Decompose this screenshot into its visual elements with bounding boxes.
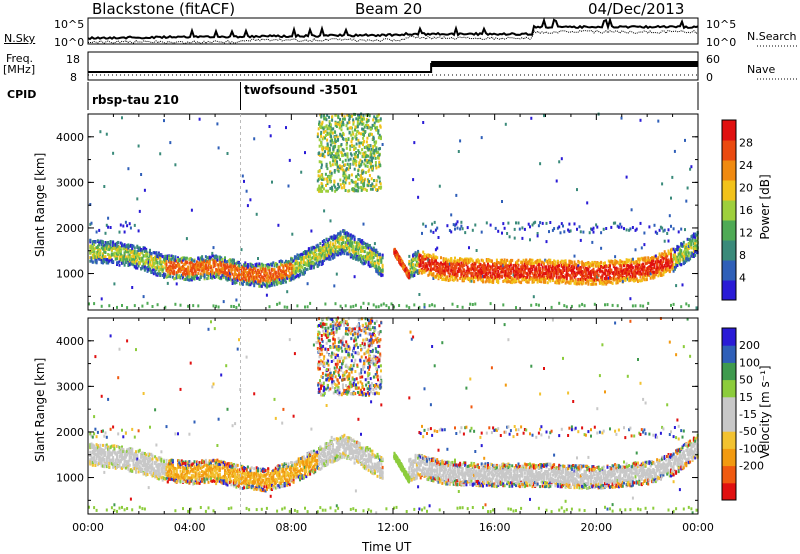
velocity-colorbar-segment <box>722 482 736 501</box>
power-colorbar-tick: 12 <box>739 227 753 240</box>
power-colorbar-tick: 8 <box>739 249 746 262</box>
cpid-label: CPID <box>7 88 37 101</box>
y-tick-label: 2000 <box>56 222 84 235</box>
y-tick-label: 1000 <box>56 472 84 485</box>
y-tick-label: 4000 <box>56 335 84 348</box>
beam-label: Beam 20 <box>355 0 423 18</box>
cpid-second: twofsound -3501 <box>244 83 358 97</box>
power-colorbar-tick: 20 <box>739 182 753 195</box>
noise-axis-top: 10^5 <box>54 18 85 31</box>
power-colorbar-tick: 28 <box>739 137 753 150</box>
velocity-colorbar-segment <box>722 414 736 432</box>
velocity-colorbar-tick: 200 <box>739 339 760 352</box>
velocity-colorbar-tick: -50 <box>739 425 757 438</box>
mhz-label: [MHz] <box>3 63 36 76</box>
velocity-colorbar-segment <box>722 345 736 363</box>
velocity-colorbar-tick: -200 <box>739 460 764 473</box>
power-colorbar-segment <box>722 200 736 221</box>
power-colorbar-segment <box>722 220 736 241</box>
y-tick-label: 1000 <box>56 268 84 281</box>
nsky-trace <box>87 16 699 41</box>
y-tick-label: 2000 <box>56 426 84 439</box>
x-tick-label: 00:00 <box>72 521 104 534</box>
velocity-colorbar-segment <box>722 396 736 415</box>
power-colorbar-segment <box>722 180 736 201</box>
x-tick-label: 20:00 <box>580 521 612 534</box>
nsearch-label: N.Search <box>747 30 797 43</box>
velocity-colorbar-segment <box>722 465 736 484</box>
nsearch-trace <box>87 29 699 45</box>
power-colorbar-tick: 16 <box>739 204 753 217</box>
nave-axis-top: 60 <box>706 53 720 66</box>
y-tick-label: 4000 <box>56 131 84 144</box>
velocity-colorbar-tick: 100 <box>739 356 760 369</box>
x-tick-label: 12:00 <box>377 521 409 534</box>
noise-axis-top-right: 10^5 <box>706 18 737 31</box>
power-colorbar-segment <box>722 140 736 161</box>
power-colorbar-segment <box>722 260 736 281</box>
freq-axis-bottom: 8 <box>70 71 77 84</box>
y-tick-label: 3000 <box>56 176 84 189</box>
cpid-first: rbsp-tau 210 <box>92 93 179 107</box>
velocity-colorbar-segment <box>722 328 736 346</box>
x-tick-label: 08:00 <box>275 521 307 534</box>
velocity-scatter <box>88 316 699 515</box>
power-colorbar-tick: 4 <box>739 272 746 285</box>
power-colorbar-segment <box>722 120 736 141</box>
velocity-colorbar-segment <box>722 379 736 398</box>
power-colorbar-tick: 24 <box>739 159 753 172</box>
power-scatter <box>88 112 699 310</box>
freq-axis-top: 18 <box>66 53 80 66</box>
noise-axis-bottom: 10^0 <box>54 36 85 49</box>
velocity-colorbar-frame <box>721 327 737 501</box>
station-title: Blackstone (fitACF) <box>92 0 236 18</box>
noise-panel-frame <box>87 17 699 45</box>
velocity-colorbar-tick: 15 <box>739 391 753 404</box>
velocity-colorbar-segment <box>722 431 736 449</box>
power-colorbar-segment <box>722 160 736 181</box>
velocity-colorbar-segment <box>722 362 736 381</box>
power-colorbar-frame <box>721 119 737 301</box>
noise-axis-bottom-right: 10^0 <box>706 36 737 49</box>
freq-band <box>431 61 698 67</box>
y-tick-label: 3000 <box>56 380 84 393</box>
x-tick-label: 00:00 <box>682 521 714 534</box>
velocity-colorbar-tick: 50 <box>739 374 753 387</box>
nave-axis-bottom: 0 <box>706 71 713 84</box>
x-tick-label: 16:00 <box>479 521 511 534</box>
freq-label: Freq. <box>6 52 34 65</box>
time-xlabel: Time UT <box>362 540 412 554</box>
power-colorbar-segment <box>722 240 736 261</box>
nsky-label: N.Sky <box>4 32 36 45</box>
velocity-colorbar-tick: -100 <box>739 442 764 455</box>
date-label: 04/Dec/2013 <box>588 0 685 18</box>
velocity-colorbar-segment <box>722 448 736 467</box>
x-tick-label: 04:00 <box>174 521 206 534</box>
power-colorbar-segment <box>722 280 736 301</box>
nave-label: Nave <box>747 63 776 76</box>
velocity-colorbar-tick: -15 <box>739 408 757 421</box>
